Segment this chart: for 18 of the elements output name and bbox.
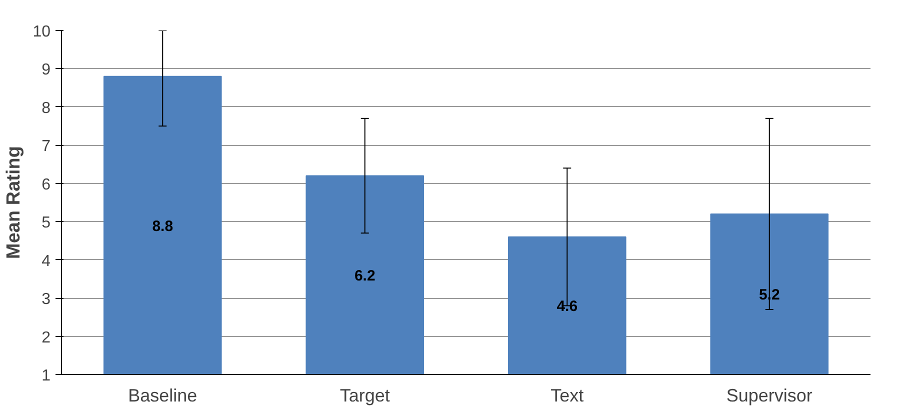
data-label: 4.6 [556, 298, 578, 316]
y-tick-label: 4 [42, 252, 51, 270]
data-label: 6.2 [354, 268, 376, 285]
y-tick-label: 10 [32, 24, 51, 40]
y-tick-label: 6 [42, 176, 51, 194]
x-tick-label: Text [550, 386, 584, 406]
y-axis-title: Mean Rating [4, 146, 25, 259]
y-tick-label: 2 [42, 329, 51, 346]
x-tick-label: Supervisor [726, 386, 812, 406]
x-tick-label: Baseline [128, 386, 198, 406]
x-tick-label: Target [340, 386, 390, 406]
y-tick-label: 7 [42, 138, 51, 156]
y-tick-label: 8 [42, 100, 51, 117]
data-label: 8.8 [152, 218, 174, 235]
y-tick-label: 5 [42, 214, 51, 232]
y-tick-label: 3 [42, 291, 51, 308]
y-tick-label: 9 [42, 62, 51, 79]
y-tick-label: 1 [42, 368, 51, 384]
